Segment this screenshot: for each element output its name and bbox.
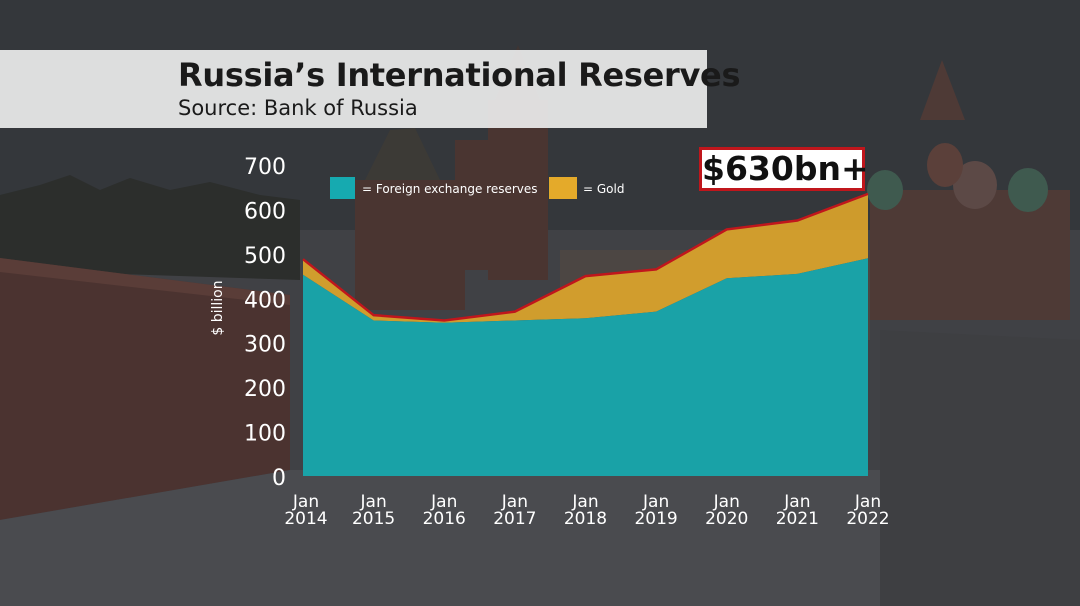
legend-label-gold: = Gold xyxy=(583,182,624,196)
x-tick-label-year: 2017 xyxy=(493,509,536,529)
y-tick-label: 400 xyxy=(244,288,286,313)
y-tick-label: 0 xyxy=(272,466,286,491)
y-tick-label: 600 xyxy=(244,199,286,224)
y-tick-label: 700 xyxy=(244,155,286,180)
legend-swatch-foreign-exchange xyxy=(330,177,355,199)
x-tick-label-month: Jan xyxy=(854,492,881,512)
total-value-callout: $630bn+ xyxy=(699,147,869,191)
y-tick-label: 300 xyxy=(244,333,286,358)
y-tick-label: 100 xyxy=(244,422,286,447)
chart-title: Russia’s International Reserves xyxy=(178,56,741,94)
x-tick-label-month: Jan xyxy=(360,492,387,512)
legend-swatch-gold xyxy=(549,177,577,199)
x-tick-label-year: 2021 xyxy=(776,509,819,529)
legend-label-foreign-exchange: = Foreign exchange reserves xyxy=(362,182,538,196)
x-tick-label-month: Jan xyxy=(571,492,598,512)
title-panel xyxy=(0,50,707,128)
x-tick-label-year: 2015 xyxy=(352,509,395,529)
x-tick-label-year: 2022 xyxy=(846,509,889,529)
foreign-exchange-area xyxy=(303,258,868,476)
x-tick-label-month: Jan xyxy=(501,492,528,512)
x-tick-label-year: 2019 xyxy=(634,509,677,529)
y-tick-label: 500 xyxy=(244,244,286,269)
chart-legend: = Foreign exchange reserves = Gold xyxy=(330,177,624,199)
y-tick-label: 200 xyxy=(244,377,286,402)
x-tick-label-month: Jan xyxy=(430,492,457,512)
x-tick-label-year: 2020 xyxy=(705,509,748,529)
x-tick-label-year: 2018 xyxy=(564,509,607,529)
x-tick-label-year: 2016 xyxy=(423,509,466,529)
x-tick-label-month: Jan xyxy=(292,492,319,512)
x-tick-label-month: Jan xyxy=(783,492,810,512)
plot-area xyxy=(302,192,869,476)
y-axis-label: $ billion xyxy=(210,280,226,335)
x-tick-label-year: 2014 xyxy=(284,509,327,529)
x-tick-label-month: Jan xyxy=(713,492,740,512)
x-tick-label-month: Jan xyxy=(642,492,669,512)
chart-subtitle: Source: Bank of Russia xyxy=(178,96,418,120)
total-reserves-line xyxy=(302,192,869,322)
gold-area xyxy=(303,193,868,323)
